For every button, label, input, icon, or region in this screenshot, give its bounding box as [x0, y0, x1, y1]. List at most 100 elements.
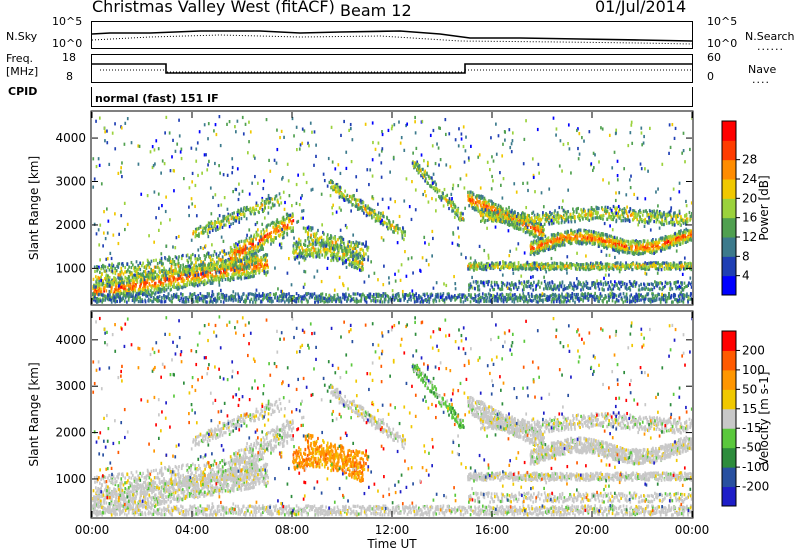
- power-cell: [287, 226, 290, 230]
- power-cell: [331, 180, 334, 185]
- power-cell: [448, 206, 450, 211]
- power-cell: [565, 218, 567, 222]
- power-cell: [267, 236, 270, 240]
- power-cell: [326, 233, 329, 237]
- power-cell: [661, 213, 663, 217]
- power-cell: [301, 252, 304, 256]
- power-cell: [346, 193, 349, 198]
- power-cell: [540, 225, 543, 229]
- power-cell: [209, 258, 212, 263]
- power-cell: [338, 244, 341, 248]
- power-cell: [390, 227, 393, 231]
- power-cell: [686, 239, 689, 244]
- power-cell: [216, 268, 218, 272]
- power-cell: [649, 210, 652, 214]
- power-cell: [520, 263, 522, 267]
- power-cell: [159, 278, 162, 283]
- power-cell: [226, 259, 229, 263]
- power-cell: [540, 243, 542, 247]
- power-cell: [666, 214, 668, 218]
- power-cell: [680, 215, 682, 219]
- power-cell: [243, 256, 246, 260]
- power-cell: [242, 212, 245, 217]
- power-cell: [479, 266, 481, 271]
- power-cell: [473, 263, 476, 267]
- power-cell: [468, 198, 470, 202]
- power-cell: [531, 211, 533, 215]
- power-cell: [537, 218, 540, 222]
- power-cell: [151, 279, 153, 283]
- power-cell: [240, 274, 242, 279]
- power-cell: [192, 283, 194, 287]
- power-cell: [486, 218, 489, 222]
- power-cell: [642, 245, 645, 249]
- power-cell: [483, 196, 486, 200]
- power-cell: [224, 277, 227, 282]
- power-cell: [599, 241, 601, 246]
- power-cell: [198, 267, 201, 271]
- power-cell: [393, 225, 395, 229]
- power-cell: [669, 246, 671, 250]
- power-cell: [620, 246, 622, 251]
- power-cell: [539, 228, 542, 232]
- power-cell: [448, 200, 451, 204]
- power-cell: [647, 221, 650, 225]
- power-cell: [614, 213, 617, 218]
- power-cell: [546, 265, 549, 270]
- power-cell: [349, 244, 351, 249]
- power-cell: [549, 210, 551, 215]
- power-cell: [611, 235, 614, 240]
- power-cell: [665, 221, 668, 225]
- power-cell: [678, 220, 681, 224]
- power-cell: [561, 219, 563, 223]
- power-cell: [343, 194, 346, 198]
- power-cell: [255, 201, 258, 205]
- power-cell: [551, 261, 554, 265]
- power-cell: [627, 242, 630, 247]
- power-cell: [634, 241, 637, 246]
- power-cell: [242, 255, 245, 259]
- power-cell: [254, 269, 256, 274]
- power-cell: [367, 258, 369, 262]
- power-cell: [501, 207, 504, 212]
- power-cell: [538, 232, 541, 237]
- power-cell: [328, 236, 331, 241]
- power-cell: [524, 230, 527, 235]
- power-cell: [673, 220, 676, 225]
- power-cell: [93, 288, 96, 292]
- power-cell: [476, 204, 479, 208]
- power-cell: [132, 290, 135, 294]
- power-cell: [650, 249, 652, 254]
- power-cell: [326, 251, 329, 255]
- power-cell: [283, 226, 285, 230]
- power-cell: [180, 285, 183, 289]
- power-cell: [191, 271, 193, 275]
- power-cell: [308, 241, 311, 245]
- power-cell: [250, 238, 253, 242]
- power-cell: [268, 232, 271, 236]
- power-cell: [674, 235, 676, 239]
- power-cell: [169, 279, 172, 283]
- power-cell: [677, 220, 680, 224]
- power-cell: [232, 273, 234, 278]
- power-cell: [560, 214, 563, 219]
- power-cell: [211, 221, 214, 226]
- power-cell: [686, 217, 689, 221]
- power-cell: [666, 236, 669, 240]
- power-cell: [462, 212, 464, 216]
- power-cell: [427, 181, 429, 186]
- power-cell: [341, 249, 343, 253]
- power-cell: [513, 214, 516, 218]
- power-cell: [339, 256, 342, 260]
- power-cell: [550, 233, 553, 237]
- power-cell: [224, 258, 227, 263]
- power-cell: [255, 251, 257, 255]
- power-cell: [153, 288, 156, 292]
- power-cell: [148, 265, 151, 269]
- power-cell: [188, 264, 191, 268]
- power-cell: [596, 213, 599, 217]
- power-cell: [332, 256, 334, 260]
- power-cell: [140, 278, 143, 282]
- power-cell: [133, 268, 136, 273]
- power-cell: [618, 249, 620, 253]
